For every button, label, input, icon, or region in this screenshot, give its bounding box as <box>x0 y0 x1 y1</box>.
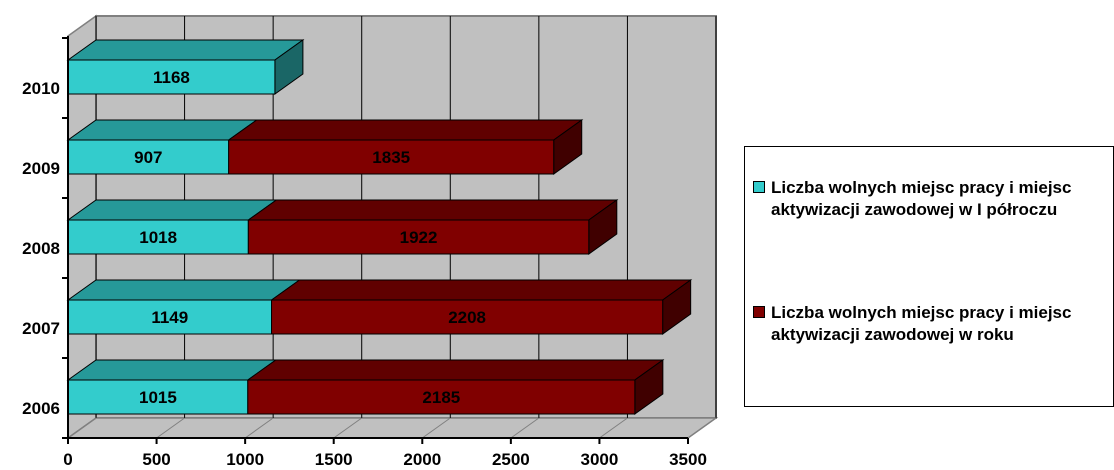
bar-2008-s1 <box>67 219 249 255</box>
bar-top-2007-s1 <box>66 279 302 301</box>
labels: 1168 2010 907 1835 2009 1018 1922 2008 1149 2208 2… <box>22 68 707 469</box>
floor-gridline-3500 <box>687 417 717 439</box>
data-label-2010-s1: 1168 <box>153 68 190 87</box>
bar-2006-s2 <box>247 379 636 415</box>
floor-gridline-0 <box>67 417 97 439</box>
axes <box>62 36 689 444</box>
y-tick-label-2010: 2010 <box>22 79 60 98</box>
data-label-2009-s2: 1835 <box>372 148 410 167</box>
y-tick-label-2009: 2009 <box>22 159 60 178</box>
bar-top-2009-s1 <box>66 119 259 141</box>
floor-gridline-2000 <box>421 417 451 439</box>
bar-top-2008-s1 <box>66 199 278 221</box>
x-tick-label-1000: 1000 <box>226 450 264 469</box>
bar-top-2009-s2 <box>227 119 584 141</box>
bar-top-2006-s1 <box>66 359 278 381</box>
data-label-2008-s1: 1018 <box>139 228 177 247</box>
legend-swatch-1 <box>753 181 765 193</box>
floor-gridline-3000 <box>599 417 628 439</box>
bar-2009-s2 <box>228 139 555 175</box>
data-label-2008-s2: 1922 <box>400 228 438 247</box>
bar-2008-s2 <box>247 219 590 255</box>
data-label-2009-s1: 907 <box>134 148 162 167</box>
legend-entry-2: Liczba wolnych miejsc pracy i miejsc akt… <box>753 302 1111 346</box>
y-tick-label-2008: 2008 <box>22 239 60 258</box>
x-tick-label-1500: 1500 <box>315 450 353 469</box>
bar-2007-s1 <box>67 299 273 335</box>
x-tick-label-500: 500 <box>142 450 170 469</box>
bar-2009-s1 <box>67 139 230 175</box>
floor-gridline-1500 <box>333 417 363 439</box>
x-tick-label-3500: 3500 <box>669 450 707 469</box>
x-tick-label-2000: 2000 <box>403 450 441 469</box>
bar-top-2010-s1 <box>66 39 305 61</box>
data-label-2006-s1: 1015 <box>139 388 177 407</box>
floor-gridline-500 <box>156 417 185 439</box>
bar-top-2008-s2 <box>246 199 619 221</box>
bars <box>66 39 693 415</box>
data-label-2006-s2: 2185 <box>422 388 460 407</box>
floor-gridline-1000 <box>244 417 274 439</box>
legend-entry-1: Liczba wolnych miejsc pracy i miejsc akt… <box>753 177 1111 221</box>
legend-swatch-2 <box>753 306 765 318</box>
floor <box>65 417 719 439</box>
x-tick-label-3000: 3000 <box>581 450 619 469</box>
x-tick-label-2500: 2500 <box>492 450 530 469</box>
bar-2010-s1 <box>67 59 276 95</box>
data-label-2007-s2: 2208 <box>448 308 486 327</box>
y-tick-label-2007: 2007 <box>22 319 60 338</box>
bar-2007-s2 <box>271 299 664 335</box>
bar-top-2007-s2 <box>269 279 693 301</box>
legend: Liczba wolnych miejsc pracy i miejsc akt… <box>744 146 1114 407</box>
legend-label-1: Liczba wolnych miejsc pracy i miejsc akt… <box>771 178 1072 219</box>
bar-top-2006-s2 <box>246 359 665 381</box>
floor-gridline-2500 <box>510 417 540 439</box>
data-label-2007-s1: 1149 <box>151 308 188 327</box>
legend-label-2: Liczba wolnych miejsc pracy i miejsc akt… <box>771 303 1072 344</box>
y-tick-label-2006: 2006 <box>22 399 60 418</box>
x-tick-label-0: 0 <box>63 450 72 469</box>
